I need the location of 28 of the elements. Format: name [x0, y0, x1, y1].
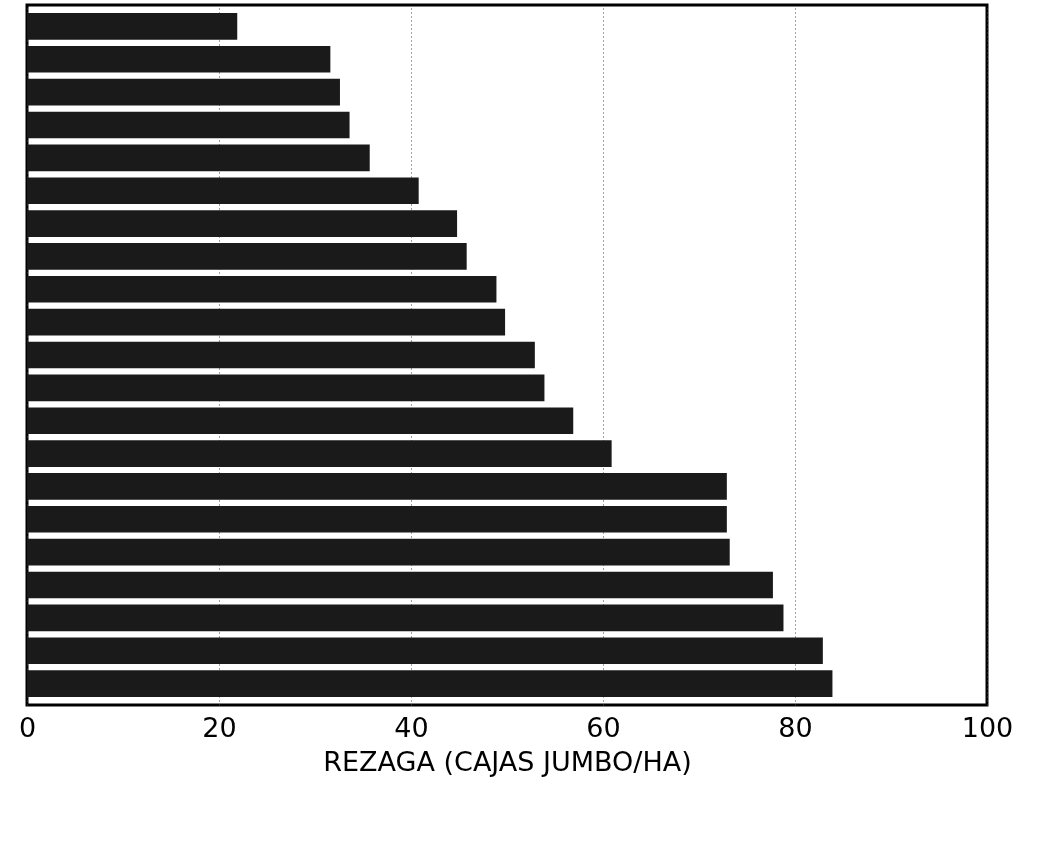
bar: [27, 670, 833, 697]
bar: [27, 78, 340, 106]
bar: [27, 637, 823, 665]
x-tick-label: 40: [394, 711, 429, 743]
x-tick-label: 80: [778, 711, 813, 743]
bar: [27, 308, 506, 336]
x-axis-title: REZAGA (CAJAS JUMBO/HA): [323, 745, 692, 777]
bar: [27, 177, 419, 205]
bar: [27, 243, 467, 270]
bar: [27, 45, 331, 73]
bar: [27, 374, 545, 402]
bar: [27, 538, 730, 566]
bar: [27, 341, 535, 369]
bar: [27, 275, 497, 303]
bar: [27, 111, 350, 139]
bar: [27, 604, 784, 632]
x-tick-label: 100: [961, 711, 1014, 743]
bar: [27, 571, 773, 599]
bar: [27, 144, 370, 172]
x-tick-label: 0: [18, 711, 37, 743]
bar: [27, 440, 612, 467]
bar: [27, 473, 727, 500]
bar: [27, 210, 458, 237]
bar: [27, 13, 238, 40]
x-tick-label: 60: [586, 711, 621, 743]
x-tick-label: 20: [202, 711, 237, 743]
bar: [27, 407, 574, 435]
bar: [27, 505, 727, 533]
